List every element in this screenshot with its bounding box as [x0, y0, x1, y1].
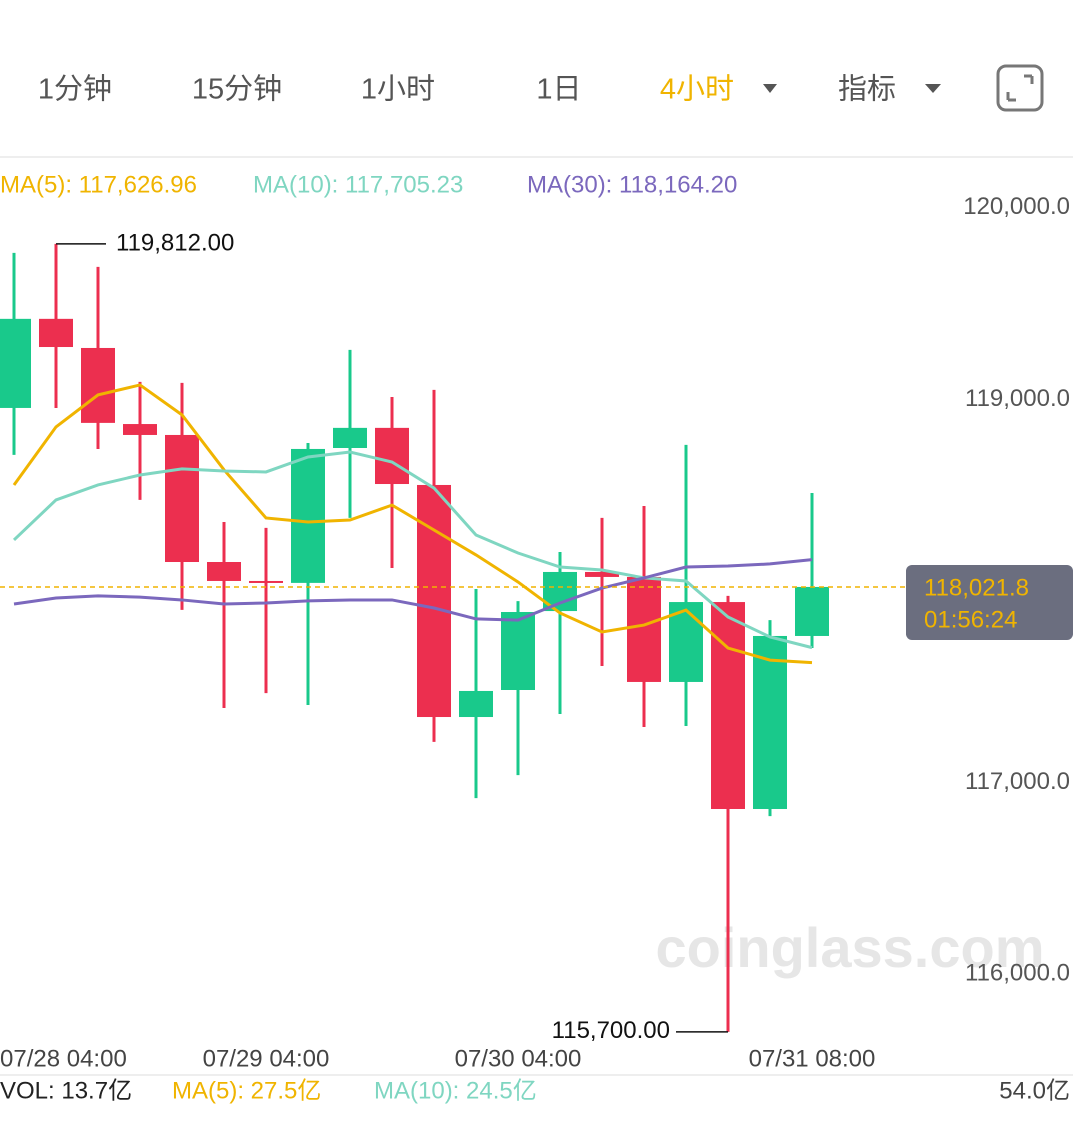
candle-body: [81, 347, 115, 423]
volume-legend: VOL: 13.7亿: [0, 1077, 132, 1104]
countdown: 01:56:24: [924, 606, 1017, 633]
candle-body: [123, 424, 157, 435]
candle-body: [207, 562, 241, 581]
watermark: coinglass.com: [655, 916, 1044, 979]
tab[interactable]: 1日: [536, 74, 581, 106]
candle-body: [0, 318, 31, 408]
candle-body: [417, 484, 451, 718]
candle-body: [39, 318, 73, 348]
tab[interactable]: 1分钟: [38, 73, 112, 106]
dropdown-arrow[interactable]: [925, 84, 941, 93]
x-tick-label: 07/30 04:00: [455, 1045, 582, 1072]
candle-body: [753, 635, 787, 809]
volume-legend: MA(10): 24.5亿: [374, 1077, 537, 1104]
ma-line: [12, 450, 813, 650]
fullscreen-icon: [1006, 74, 1034, 102]
tab[interactable]: 15分钟: [192, 73, 282, 106]
tab[interactable]: 指标: [838, 73, 896, 106]
candle-body: [795, 586, 829, 636]
high-label: 119,812.00: [116, 229, 234, 256]
tab-active[interactable]: 4小时: [660, 73, 734, 106]
dropdown-arrow[interactable]: [763, 84, 777, 93]
fullscreen-button[interactable]: [996, 64, 1044, 112]
x-tick-label: 07/28 04:00: [0, 1045, 127, 1072]
candle-body: [333, 427, 367, 448]
candle-body: [711, 602, 745, 809]
legend-entry: MA(30): 118,164.20: [527, 171, 737, 198]
tab[interactable]: 1小时: [361, 73, 435, 106]
price-label: 118,021.8: [924, 574, 1029, 601]
candle-body: [585, 571, 619, 577]
x-tick-label: 07/29 04:00: [203, 1045, 330, 1072]
legend-entry: MA(5): 117,626.96: [0, 171, 197, 198]
y-tick-label: 117,000.0: [965, 768, 1070, 795]
candle-body: [249, 580, 283, 583]
x-tick-label: 07/31 08:00: [749, 1045, 876, 1072]
y-tick-label: 120,000.0: [963, 193, 1070, 220]
ma-line: [13, 558, 813, 622]
y-tick-label: 119,000.0: [965, 385, 1070, 412]
candle-body: [291, 448, 325, 583]
y-tick-label: 116,000.0: [965, 960, 1070, 987]
price-box: [906, 564, 1073, 640]
low-label: 115,700.00: [552, 1017, 670, 1044]
candle-body: [165, 434, 199, 563]
volume-max: 54.0亿: [999, 1077, 1070, 1104]
volume-legend: MA(5): 27.5亿: [172, 1077, 321, 1104]
legend-entry: MA(10): 117,705.23: [253, 171, 463, 198]
candle-body: [459, 690, 493, 718]
candle-body: [501, 612, 535, 691]
candle-body: [627, 576, 661, 682]
candle-body: [375, 427, 409, 485]
tab-bar: 1分钟 15分钟 1小时 1日 4小时 指标: [38, 64, 1044, 112]
ma-line: [12, 383, 813, 665]
